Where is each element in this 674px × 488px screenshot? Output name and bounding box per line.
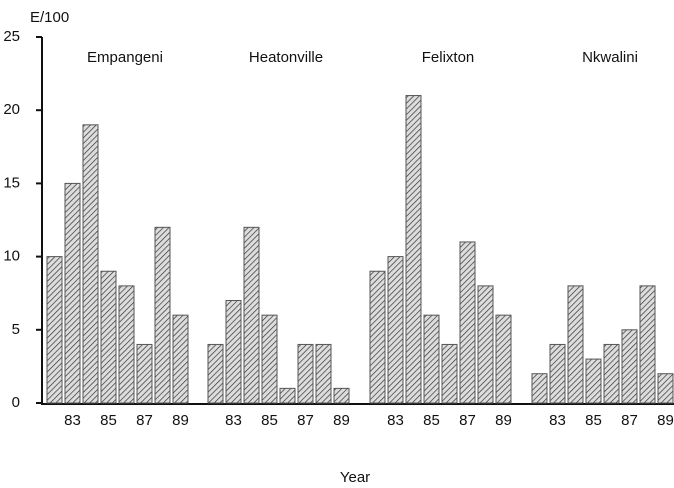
y-tick-label: 10 — [3, 248, 20, 265]
x-tick-label: 83 — [225, 412, 242, 429]
bar — [621, 329, 638, 404]
bar — [585, 358, 602, 404]
bar — [279, 387, 296, 404]
bar — [118, 285, 135, 404]
bar — [657, 373, 674, 404]
group-label: Felixton — [422, 49, 475, 66]
x-tick-label: 85 — [423, 412, 440, 429]
bar — [225, 300, 242, 404]
bar — [82, 124, 99, 404]
bar — [46, 256, 63, 404]
x-axis-label: Year — [340, 469, 370, 486]
x-tick-label: 83 — [549, 412, 566, 429]
x-tick-label: 87 — [297, 412, 314, 429]
bar — [567, 285, 584, 404]
x-tick-label: 83 — [64, 412, 81, 429]
bar — [172, 314, 189, 404]
bar — [405, 95, 422, 404]
bar — [154, 226, 171, 404]
x-tick-label: 87 — [136, 412, 153, 429]
x-tick-label: 87 — [459, 412, 476, 429]
y-tick-label: 15 — [3, 174, 20, 191]
x-tick-label: 85 — [585, 412, 602, 429]
x-tick-label: 89 — [333, 412, 350, 429]
x-tick-label: 89 — [657, 412, 674, 429]
bar — [423, 314, 440, 404]
bar — [243, 226, 260, 404]
group-label: Heatonville — [249, 49, 323, 66]
x-tick-label: 89 — [495, 412, 512, 429]
y-tick-label: 5 — [12, 321, 20, 338]
bar — [531, 373, 548, 404]
y-tick-label: 0 — [12, 394, 20, 411]
x-tick-label: 87 — [621, 412, 638, 429]
bar — [441, 343, 458, 404]
bar — [333, 387, 350, 404]
bar — [603, 343, 620, 404]
bar — [495, 314, 512, 404]
x-tick-label: 83 — [387, 412, 404, 429]
x-tick-label: 85 — [261, 412, 278, 429]
y-tick-label: 25 — [3, 28, 20, 45]
bar — [459, 241, 476, 404]
bar — [64, 182, 81, 404]
bar — [387, 256, 404, 404]
group-label: Nkwalini — [582, 49, 638, 66]
x-tick-label: 85 — [100, 412, 117, 429]
bar — [261, 314, 278, 404]
bar — [297, 343, 314, 404]
y-axis-label: E/100 — [30, 9, 69, 26]
x-tick-label: 89 — [172, 412, 189, 429]
bar — [549, 343, 566, 404]
bar — [477, 285, 494, 404]
bar — [136, 343, 153, 404]
bar — [315, 343, 332, 404]
bar — [100, 270, 117, 404]
group-label: Empangeni — [87, 49, 163, 66]
bar — [369, 270, 386, 404]
bar — [207, 343, 224, 404]
bar — [639, 285, 656, 404]
y-tick-label: 20 — [3, 101, 20, 118]
